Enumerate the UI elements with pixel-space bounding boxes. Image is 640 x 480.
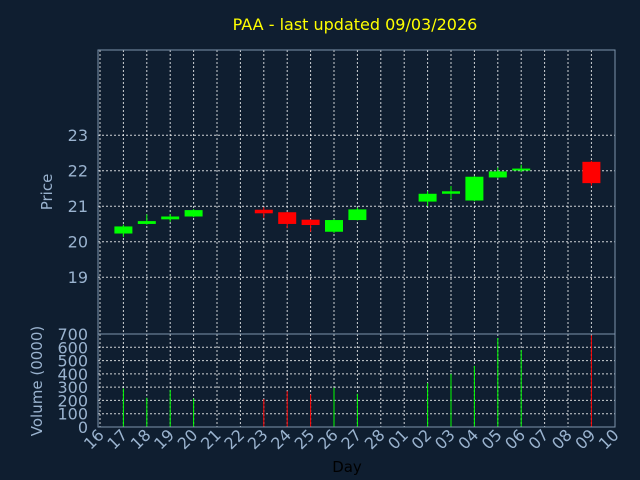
volume-tick-label: 100 (57, 405, 88, 424)
x-axis-label: Day (332, 458, 362, 476)
volume-tick-label: 300 (57, 378, 88, 397)
candle-body (161, 216, 180, 220)
candle (582, 160, 601, 186)
candle (161, 214, 180, 222)
candle-body (488, 171, 507, 178)
candle (442, 185, 460, 200)
candle (512, 164, 531, 173)
candle-body (418, 193, 437, 202)
candle-body (325, 220, 343, 232)
price-tick-label: 20 (68, 233, 88, 252)
volume-tick-label: 500 (57, 352, 88, 371)
volume-tick-label: 600 (57, 338, 88, 357)
candle-body (114, 226, 133, 234)
volume-tick-label: 400 (57, 365, 88, 384)
candle (184, 209, 203, 218)
candle (254, 207, 273, 218)
candle (465, 176, 484, 202)
volume-tick-label: 200 (57, 391, 88, 410)
price-tick-label: 22 (68, 162, 88, 181)
price-y-ticks: 19 20 21 22 23 (68, 126, 88, 287)
candle-body (512, 168, 531, 171)
price-tick-label: 21 (68, 197, 88, 216)
price-tick-label: 19 (68, 268, 88, 287)
candle (325, 219, 343, 234)
candle-body (442, 191, 460, 194)
volume-tick-label: 700 (57, 325, 88, 344)
candle-body (254, 209, 273, 214)
candle (114, 224, 133, 238)
volume-axis-label: Volume (0000) (28, 326, 46, 436)
candle-body (184, 210, 203, 217)
chart-title: PAA - last updated 09/03/2026 (233, 15, 478, 34)
candle (488, 167, 507, 179)
price-candles (114, 160, 601, 238)
volume-bars (122, 335, 592, 427)
volume-panel-frame (97, 333, 616, 428)
candle (278, 211, 297, 229)
candle-body (301, 219, 320, 226)
candle (418, 191, 437, 207)
x-axis-ticks: 1617181920212223242526272801020304050607… (80, 425, 623, 453)
candle (137, 214, 156, 225)
candle-body (137, 221, 156, 224)
candle (301, 219, 320, 232)
candle-body (278, 212, 297, 224)
candle (348, 207, 367, 221)
price-tick-label: 23 (68, 126, 88, 145)
candle-body (582, 161, 601, 184)
volume-tick-label: 0 (78, 418, 88, 437)
price-axis-label: Price (38, 174, 56, 211)
candle-body (348, 209, 367, 221)
candle-body (465, 176, 484, 201)
